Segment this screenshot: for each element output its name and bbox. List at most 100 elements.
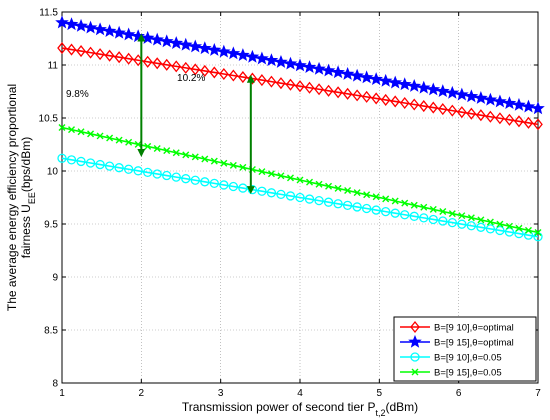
series-marker-circle xyxy=(143,167,153,178)
series-marker-x xyxy=(448,210,456,218)
series-marker-diamond xyxy=(342,87,353,100)
series-marker-circle xyxy=(295,192,305,203)
series-marker-x xyxy=(77,128,85,136)
series-marker-circle xyxy=(228,181,239,192)
series-marker-diamond xyxy=(199,64,210,77)
series-marker-diamond xyxy=(447,104,458,117)
series-marker-diamond xyxy=(114,51,124,64)
series-marker-circle xyxy=(476,222,486,232)
series-marker-star xyxy=(169,36,184,49)
series-marker-x xyxy=(96,132,104,140)
series-marker-star xyxy=(188,39,203,53)
legend-label: B=[9 10],θ=optimal xyxy=(434,323,514,334)
series-marker-x xyxy=(420,203,428,211)
series-marker-diamond xyxy=(276,77,286,90)
series-marker-diamond xyxy=(485,110,496,123)
series-marker-circle xyxy=(514,228,524,239)
y-tick-label: 9 xyxy=(52,273,58,284)
series-marker-circle xyxy=(190,175,200,185)
series-marker-x xyxy=(201,155,209,163)
series-marker-diamond xyxy=(285,78,296,91)
x-axis-label: Transmission power of second tier Pt,2(d… xyxy=(182,400,418,418)
series-marker-x xyxy=(505,222,513,230)
series-marker-star xyxy=(255,51,269,65)
series-marker-circle xyxy=(57,153,67,163)
series-marker-circle xyxy=(76,156,86,167)
series-marker-diamond xyxy=(523,116,534,129)
series-marker-star xyxy=(55,15,69,29)
series-marker-star xyxy=(121,27,136,41)
series-marker-star xyxy=(397,77,412,91)
series-marker-diamond xyxy=(371,92,381,105)
series-marker-diamond xyxy=(76,45,86,58)
series-marker-x xyxy=(401,199,409,207)
series-marker-star xyxy=(340,67,355,80)
series-marker-x xyxy=(267,170,275,178)
series-marker-diamond xyxy=(85,46,96,59)
series-marker-circle xyxy=(209,178,219,189)
series-marker-star xyxy=(64,17,79,31)
series-marker-star xyxy=(264,53,279,67)
series-marker-diamond xyxy=(209,66,220,79)
y-tick-label: 8.5 xyxy=(44,326,58,337)
series-marker-diamond xyxy=(323,84,334,97)
series-marker-circle xyxy=(428,214,438,225)
series-marker-x xyxy=(486,218,494,226)
series-marker-circle xyxy=(381,206,391,217)
annotation-label: 9.8% xyxy=(66,89,89,100)
series-marker-star xyxy=(483,92,498,106)
series-marker-x xyxy=(534,228,542,236)
series-marker-diamond xyxy=(228,69,239,82)
series-marker-diamond xyxy=(409,98,420,111)
series-marker-star xyxy=(274,54,288,68)
series-marker-circle xyxy=(361,203,372,214)
y-tick-label: 11.5 xyxy=(39,8,58,19)
series-marker-diamond xyxy=(66,43,77,56)
series-marker-diamond xyxy=(390,95,401,108)
legend-label: B=[9 15],θ=optimal xyxy=(434,338,514,349)
series-marker-star xyxy=(102,24,117,37)
series-marker-x xyxy=(182,151,190,159)
series-marker-star xyxy=(436,84,450,98)
series-marker-star xyxy=(74,18,88,32)
series-marker-diamond xyxy=(314,83,324,96)
series-marker-x xyxy=(344,187,352,194)
series-marker-diamond xyxy=(533,118,543,131)
series-marker-diamond xyxy=(361,90,372,103)
series-2 xyxy=(55,15,545,115)
y-tick-label: 11 xyxy=(48,61,59,72)
series-marker-x xyxy=(163,147,171,155)
series-marker-x xyxy=(153,145,161,153)
series-marker-star xyxy=(493,94,507,108)
series-marker-x xyxy=(411,368,419,376)
series-marker-star xyxy=(198,41,212,55)
x-tick-label: 5 xyxy=(377,388,383,399)
series-marker-diamond xyxy=(238,71,248,84)
series-marker-x xyxy=(239,163,247,171)
series-marker-x xyxy=(68,126,76,134)
series-marker-star xyxy=(83,20,98,34)
series-marker-x xyxy=(382,195,390,203)
series-marker-star xyxy=(159,34,174,48)
series-marker-x xyxy=(353,189,361,197)
series-marker-x xyxy=(115,136,123,144)
x-tick-label: 1 xyxy=(59,388,65,399)
series-marker-star xyxy=(236,48,250,61)
series-marker-circle xyxy=(504,227,515,237)
series-marker-star xyxy=(245,49,260,63)
series-marker-diamond xyxy=(514,115,524,128)
series-marker-circle xyxy=(257,186,267,196)
series-marker-star xyxy=(512,97,526,111)
series-marker-circle xyxy=(95,159,105,170)
legend-entry: B=[9 10],θ=0.05 xyxy=(400,352,502,364)
series-marker-circle xyxy=(352,202,362,212)
series-marker-x xyxy=(458,212,466,220)
series-marker-diamond xyxy=(219,67,229,81)
series-marker-x xyxy=(306,178,314,186)
series-marker-star xyxy=(350,68,364,82)
series-marker-x xyxy=(106,134,114,142)
y-axis-label-line2: fairness UEE(bps/dBm) xyxy=(19,137,37,258)
series-marker-x xyxy=(172,149,180,157)
axes: 1 2 3 4 5 6 7 8 8.5 9 9.5 10 10.5 11 11.5 xyxy=(39,8,542,400)
